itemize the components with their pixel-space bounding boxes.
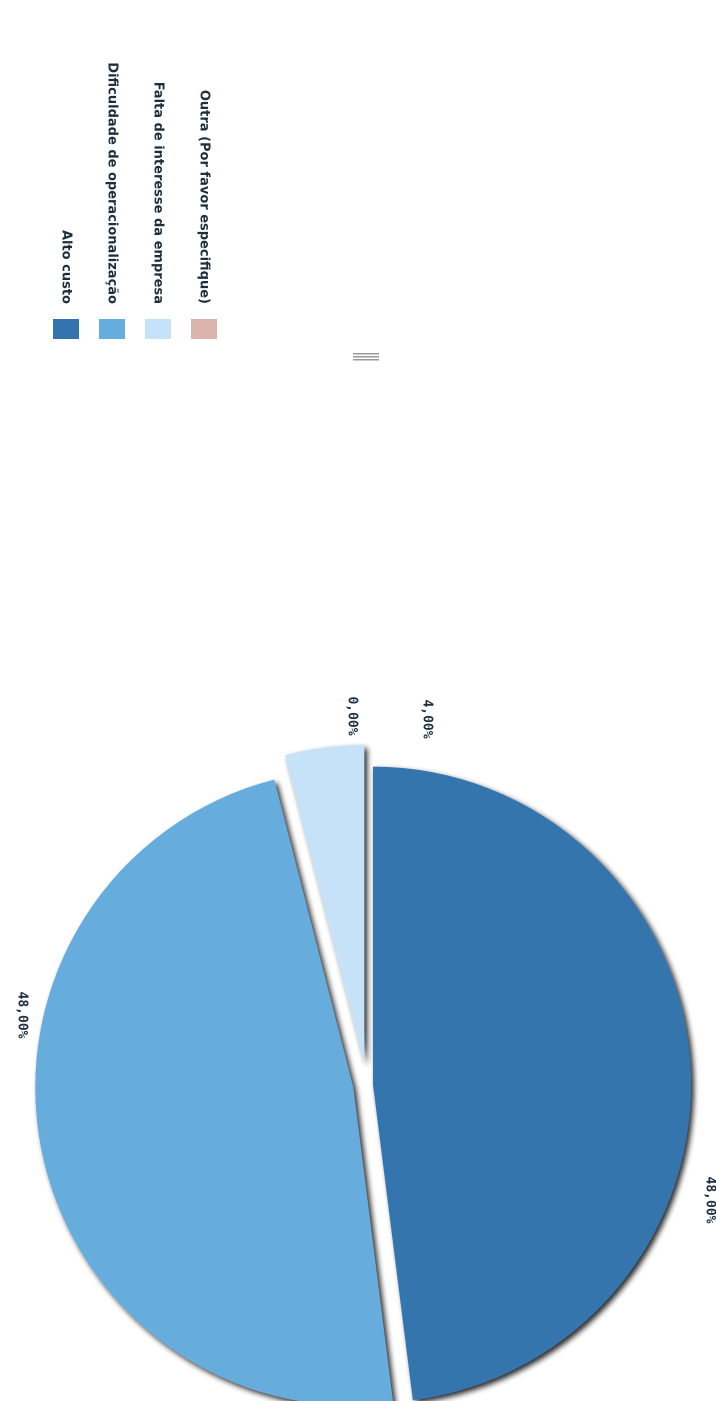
- legend-label-0: Alto custo: [59, 230, 74, 304]
- legend-drag-handle[interactable]: [353, 353, 379, 361]
- legend-swatch-1: [99, 319, 125, 339]
- legend-label-1: Dificuldade de operacionalização: [105, 62, 120, 304]
- legend: Alto custo Dificuldade de operacionalizaç…: [53, 62, 217, 339]
- pie-slice-1: [35, 779, 393, 1401]
- legend-swatch-3: [191, 319, 217, 339]
- pie-slice-2: [285, 745, 365, 1064]
- legend-swatch-2: [145, 319, 171, 339]
- pie-data-labels: 48,00% 48,00% 4,00% 0,00%: [15, 696, 716, 1223]
- data-label-0: 48,00%: [15, 992, 30, 1039]
- legend-label-3: Outra (Por favor especifique): [197, 90, 212, 304]
- legend-item-2[interactable]: Falta de interesse da empresa: [145, 82, 171, 339]
- pie-slice-0: [372, 766, 691, 1401]
- legend-item-3[interactable]: Outra (Por favor especifique): [191, 90, 217, 339]
- legend-item-1[interactable]: Dificuldade de operacionalização: [99, 62, 125, 339]
- data-label-1: 48,00%: [703, 1177, 716, 1224]
- data-label-3: 0,00%: [345, 696, 360, 735]
- legend-item-0[interactable]: Alto custo: [53, 230, 79, 339]
- legend-label-2: Falta de interesse da empresa: [151, 82, 166, 304]
- legend-swatch-0: [53, 319, 79, 339]
- pie-slices: [35, 745, 691, 1401]
- data-label-2: 4,00%: [420, 699, 435, 738]
